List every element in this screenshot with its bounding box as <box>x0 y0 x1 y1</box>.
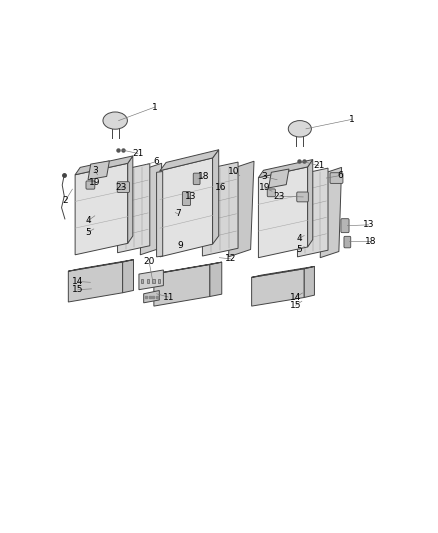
Polygon shape <box>68 262 123 302</box>
Text: 16: 16 <box>215 183 226 191</box>
Text: 12: 12 <box>225 254 236 263</box>
FancyBboxPatch shape <box>344 236 351 248</box>
Text: 18: 18 <box>198 172 209 181</box>
Polygon shape <box>68 260 134 271</box>
Text: 19: 19 <box>259 183 270 192</box>
Polygon shape <box>268 169 289 188</box>
Polygon shape <box>117 164 150 253</box>
Text: 3: 3 <box>92 166 98 175</box>
Polygon shape <box>154 264 210 306</box>
Polygon shape <box>229 161 254 257</box>
Bar <box>147 279 149 283</box>
Polygon shape <box>251 266 314 277</box>
Polygon shape <box>154 262 222 274</box>
Polygon shape <box>123 260 134 293</box>
Polygon shape <box>258 159 313 177</box>
Text: 13: 13 <box>363 220 374 229</box>
Polygon shape <box>307 159 313 247</box>
FancyBboxPatch shape <box>182 191 191 206</box>
Polygon shape <box>304 266 314 297</box>
Polygon shape <box>75 163 128 255</box>
Polygon shape <box>156 172 162 257</box>
Text: 11: 11 <box>162 293 174 302</box>
Text: 21: 21 <box>313 161 325 170</box>
Text: 14: 14 <box>72 277 84 286</box>
Text: 18: 18 <box>365 237 376 246</box>
Text: 14: 14 <box>290 293 301 302</box>
Polygon shape <box>297 168 328 257</box>
Text: 9: 9 <box>177 241 183 250</box>
Text: 15: 15 <box>72 285 84 294</box>
Polygon shape <box>251 269 304 306</box>
Text: 5: 5 <box>85 228 91 237</box>
Text: 1: 1 <box>152 102 158 111</box>
Polygon shape <box>160 150 219 171</box>
Ellipse shape <box>288 120 311 137</box>
FancyBboxPatch shape <box>86 181 95 189</box>
Polygon shape <box>210 262 222 296</box>
Text: 1: 1 <box>349 115 355 124</box>
Polygon shape <box>88 161 110 180</box>
FancyBboxPatch shape <box>193 173 200 184</box>
Text: 23: 23 <box>273 191 284 200</box>
FancyBboxPatch shape <box>297 192 308 202</box>
Text: 2: 2 <box>63 196 68 205</box>
Text: 13: 13 <box>185 191 196 200</box>
Text: 15: 15 <box>290 301 301 310</box>
Text: 23: 23 <box>115 183 127 192</box>
FancyBboxPatch shape <box>341 219 349 232</box>
Text: 3: 3 <box>261 172 268 181</box>
Text: 6: 6 <box>337 171 343 180</box>
Bar <box>152 279 155 283</box>
Text: 10: 10 <box>228 167 240 176</box>
Polygon shape <box>144 290 159 303</box>
Polygon shape <box>258 167 307 257</box>
Text: 4: 4 <box>297 234 302 243</box>
Text: 4: 4 <box>85 216 91 225</box>
Ellipse shape <box>103 112 127 129</box>
Text: 7: 7 <box>175 209 180 218</box>
Text: 20: 20 <box>143 257 155 266</box>
Bar <box>158 279 160 283</box>
Polygon shape <box>202 162 238 256</box>
Polygon shape <box>160 158 212 257</box>
Text: 21: 21 <box>132 149 144 158</box>
Polygon shape <box>139 270 163 290</box>
Polygon shape <box>128 156 133 244</box>
Polygon shape <box>140 163 162 255</box>
Text: 19: 19 <box>89 177 101 187</box>
FancyBboxPatch shape <box>330 173 343 183</box>
FancyBboxPatch shape <box>117 182 130 192</box>
Bar <box>141 279 143 283</box>
Polygon shape <box>320 167 342 257</box>
Text: 6: 6 <box>153 157 159 166</box>
Polygon shape <box>75 156 133 175</box>
Text: 5: 5 <box>296 245 302 254</box>
Polygon shape <box>212 150 219 244</box>
FancyBboxPatch shape <box>267 189 276 197</box>
